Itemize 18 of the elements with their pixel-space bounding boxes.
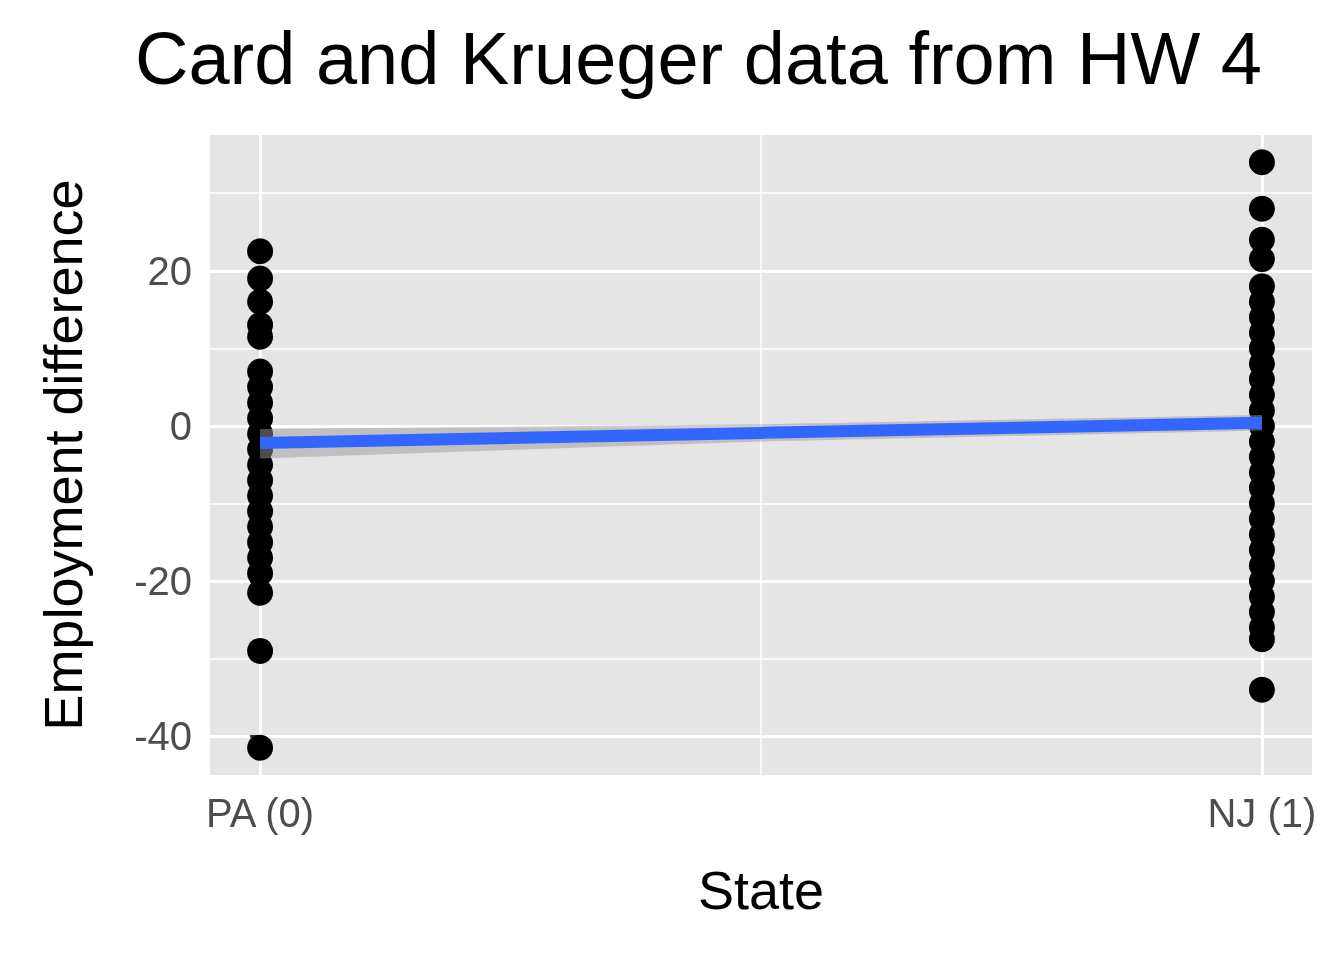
x-tick-label: PA (0): [206, 791, 315, 835]
y-tick-label: 20: [147, 248, 192, 293]
point: [1248, 195, 1275, 222]
x-tick-label: NJ (1): [1207, 791, 1317, 835]
point: [1248, 246, 1275, 273]
x-axis-title: State: [697, 860, 825, 920]
point: [247, 265, 274, 292]
point: [247, 238, 274, 265]
chart-title: Card and Krueger data from HW 4: [135, 16, 1262, 100]
y-tick-label: -20: [134, 559, 192, 604]
point: [1248, 149, 1275, 176]
y-tick-label: -40: [134, 714, 192, 759]
point: [247, 288, 274, 315]
y-tick-label: 0: [169, 403, 192, 448]
point: [247, 637, 274, 664]
point: [247, 734, 274, 761]
y-axis-title: Employment difference: [33, 179, 93, 731]
point: [1248, 676, 1275, 703]
